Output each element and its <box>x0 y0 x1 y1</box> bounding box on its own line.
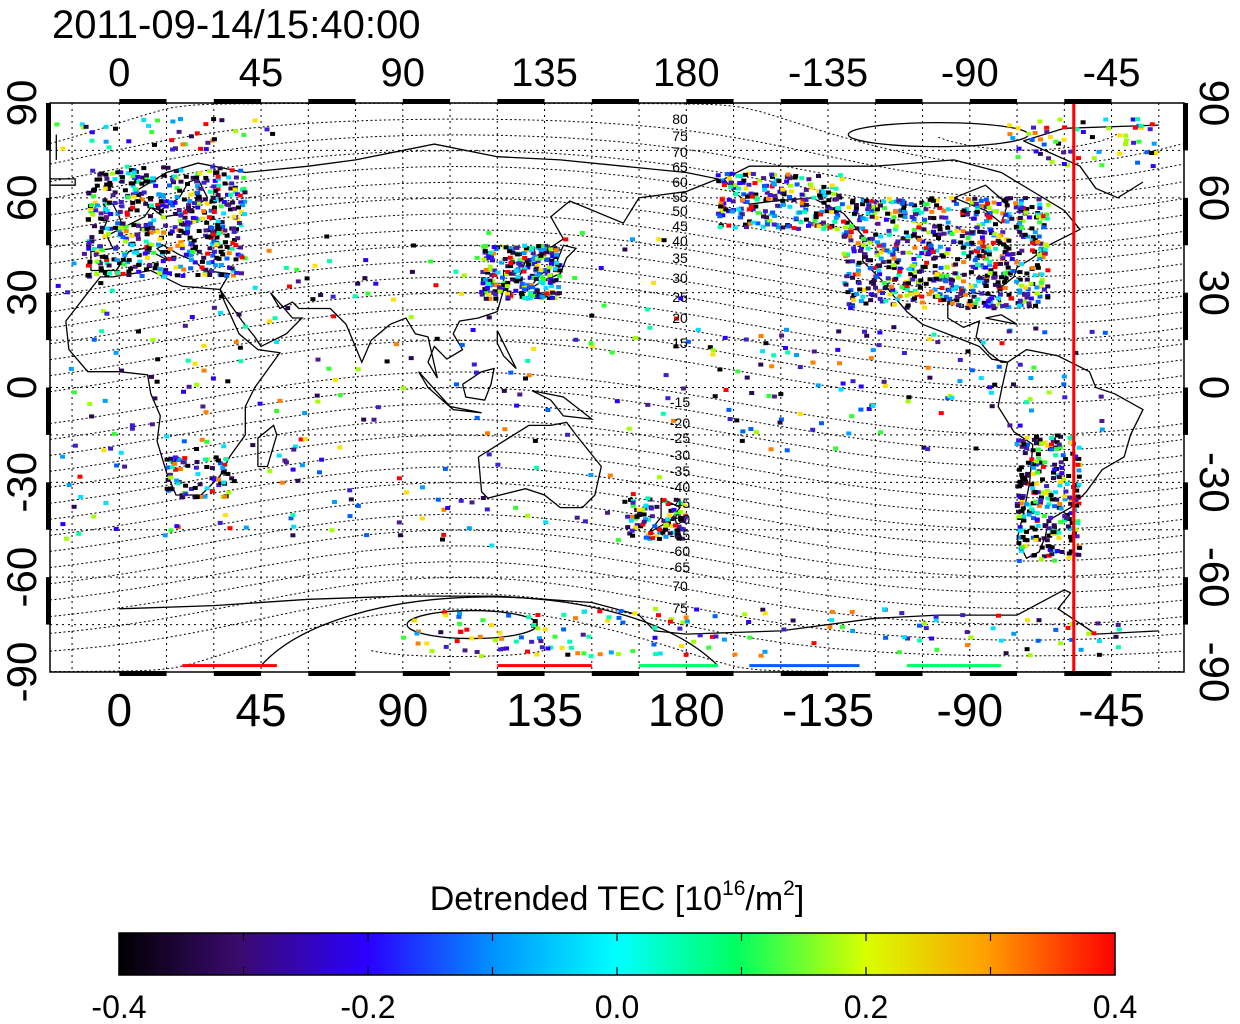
contour-label: -40 <box>670 479 690 495</box>
contour-label: -50 <box>670 511 690 527</box>
top-lon-tick-label: 90 <box>381 51 426 95</box>
contour-labels: 8075706560555045403530252015-15-20-25-30… <box>670 111 690 616</box>
contour-label: -65 <box>670 559 690 575</box>
contour-label: 35 <box>672 250 688 266</box>
contour-label: -15 <box>670 394 690 410</box>
contour-label: 25 <box>672 289 688 305</box>
contour-label: 70 <box>672 144 688 160</box>
left-lat-tick-label: 90 <box>0 80 45 127</box>
right-latitude-ticks: 90 60 30 0 -30 -60 -90 <box>1191 80 1238 703</box>
contour-label: -30 <box>670 447 690 463</box>
colorbar-tick-label: -0.2 <box>340 989 395 1024</box>
contour-label: 20 <box>672 310 688 326</box>
right-lat-tick-label: 90 <box>1191 80 1238 127</box>
contour-label: 15 <box>672 335 688 351</box>
contour-label: -25 <box>670 430 690 446</box>
top-lon-tick-label: -90 <box>941 51 999 95</box>
contour-label: 75 <box>672 600 688 616</box>
bottom-lon-tick-label: 90 <box>377 684 428 736</box>
lat-lon-grid <box>50 103 1184 672</box>
bottom-lon-tick-label: -90 <box>937 684 1003 736</box>
left-lat-tick-label: -60 <box>0 547 45 608</box>
contour-label: 65 <box>672 159 688 175</box>
contour-label: 30 <box>672 270 688 286</box>
timestamp-label: 2011-09-14/15:40:00 <box>52 3 420 47</box>
contour-label: 60 <box>672 174 688 190</box>
top-lon-tick-label: 45 <box>239 51 284 95</box>
left-lat-tick-label: -90 <box>0 642 45 703</box>
map-content <box>50 103 1184 672</box>
top-lon-tick-label: -135 <box>788 51 868 95</box>
bottom-lon-tick-label: 0 <box>107 684 133 736</box>
map-frame <box>49 102 1185 673</box>
right-lat-tick-label: 0 <box>1191 376 1238 399</box>
contour-label: 55 <box>672 189 688 205</box>
bottom-lon-tick-label: -45 <box>1078 684 1144 736</box>
contour-label: 50 <box>672 203 688 219</box>
colorbar-ticks: -0.4 -0.2 0.0 0.2 0.4 <box>91 933 1137 1024</box>
contour-label: -55 <box>670 527 690 543</box>
top-lon-tick-label: -45 <box>1083 51 1141 95</box>
left-lat-tick-label: -30 <box>0 452 45 513</box>
top-lon-tick-label: 0 <box>108 51 130 95</box>
top-longitude-ticks: 0 45 90 135 180 -135 -90 -45 <box>108 51 1140 95</box>
right-lat-tick-label: 60 <box>1191 174 1238 221</box>
contour-label: -45 <box>670 495 690 511</box>
bottom-lon-tick-label: 180 <box>648 684 725 736</box>
contour-label: -60 <box>670 543 690 559</box>
contour-label: 70 <box>672 578 688 594</box>
left-lat-tick-label: 60 <box>0 174 45 221</box>
frame-tick-bars <box>46 99 1188 676</box>
colorbar-tick-label: -0.4 <box>91 989 146 1024</box>
top-lon-tick-label: 135 <box>511 51 578 95</box>
contour-label: -35 <box>670 463 690 479</box>
colorbar-tick-label: 0.4 <box>1093 989 1137 1024</box>
left-lat-tick-label: 0 <box>0 376 45 399</box>
tec-data-points <box>54 117 1159 668</box>
right-lat-tick-label: -60 <box>1191 547 1238 608</box>
colorbar-tick-label: 0.2 <box>844 989 888 1024</box>
bottom-longitude-ticks: 0 45 90 135 180 -135 -90 -45 <box>107 684 1145 736</box>
contour-label: 75 <box>672 128 688 144</box>
contour-label: 40 <box>672 233 688 249</box>
colorbar-tick-label: 0.0 <box>595 989 639 1024</box>
bottom-lon-tick-label: 45 <box>235 684 286 736</box>
contour-label: 45 <box>672 218 688 234</box>
contour-label: -20 <box>670 415 690 431</box>
right-lat-tick-label: -30 <box>1191 452 1238 513</box>
top-lon-tick-label: 180 <box>653 51 720 95</box>
left-latitude-ticks: 90 60 30 0 -30 -60 -90 <box>0 80 45 703</box>
bottom-lon-tick-label: 135 <box>506 684 583 736</box>
contour-label: 80 <box>672 111 688 127</box>
colorbar-title: Detrended TEC [1016/m2] <box>430 877 805 918</box>
right-lat-tick-label: 30 <box>1191 269 1238 316</box>
bottom-lon-tick-label: -135 <box>782 684 874 736</box>
right-lat-tick-label: -90 <box>1191 642 1238 703</box>
left-lat-tick-label: 30 <box>0 269 45 316</box>
